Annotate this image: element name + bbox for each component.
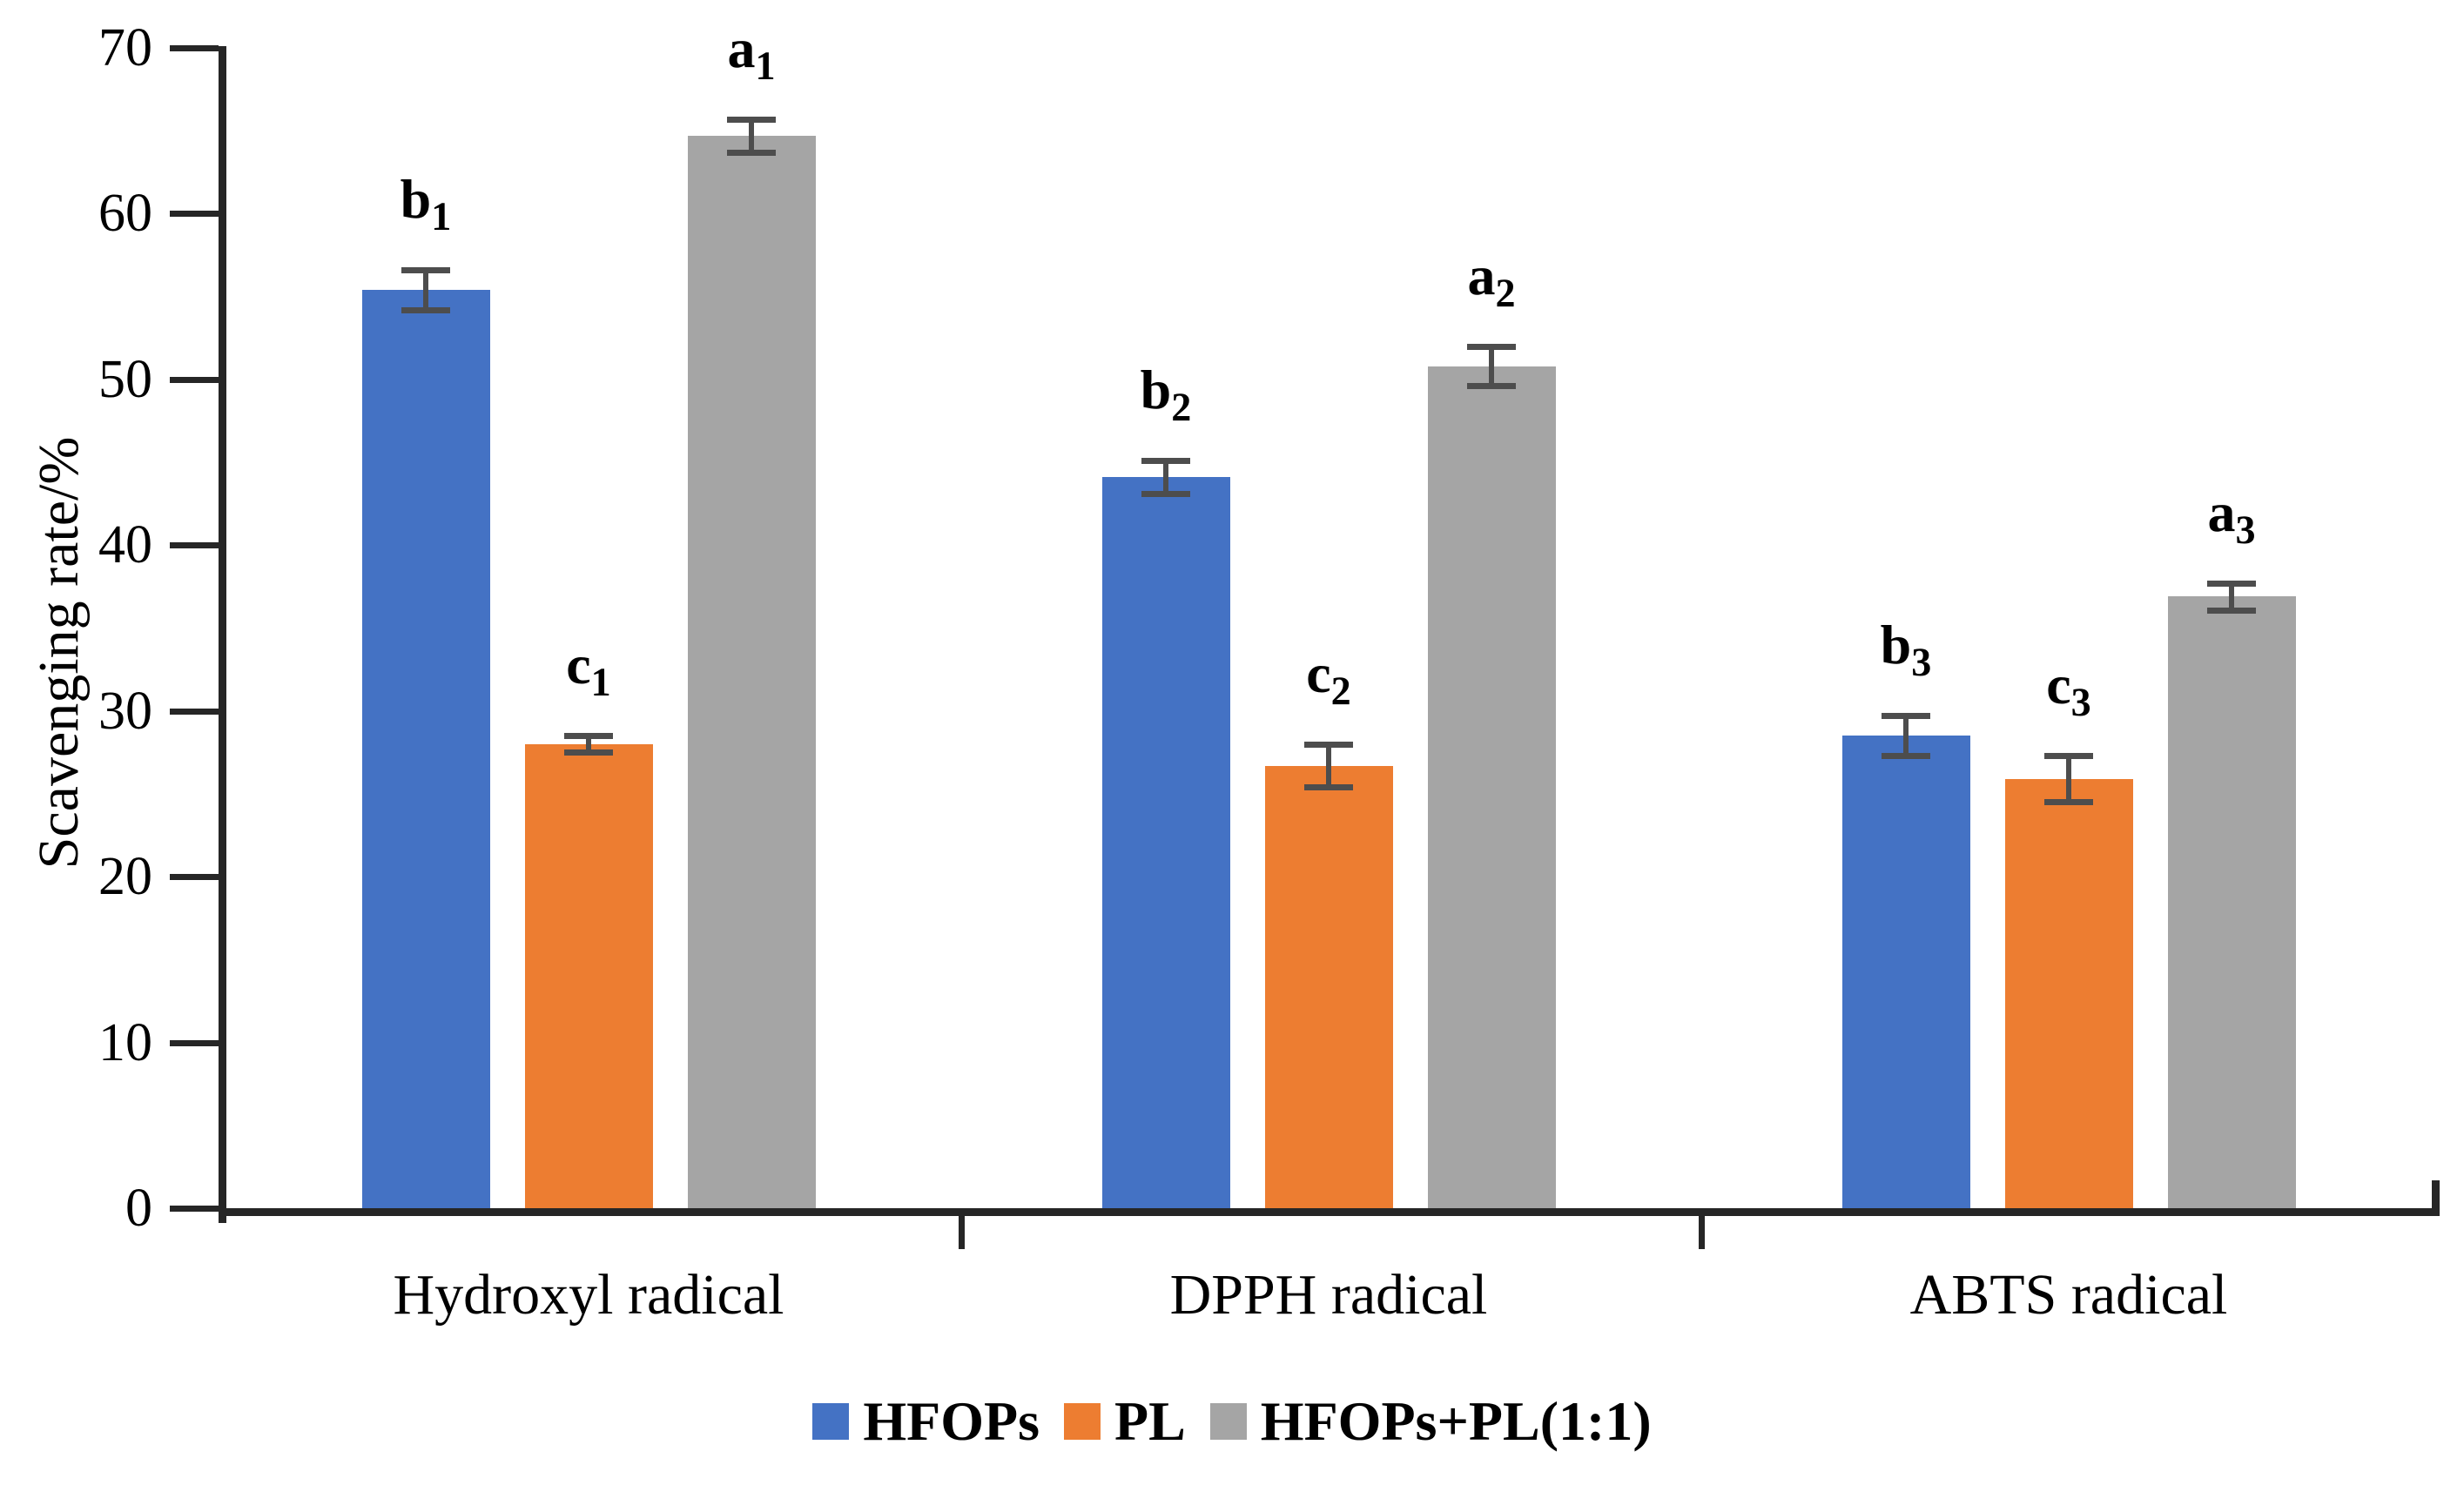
legend-swatch: [1064, 1403, 1101, 1440]
y-tick-label-0: 0: [125, 1179, 152, 1238]
error-cap-bottom: [401, 306, 450, 313]
legend-swatch: [1209, 1403, 1247, 1440]
sig-label-c2: c2: [1306, 642, 1351, 713]
error-cap-top: [1882, 713, 1930, 720]
bar-PL-2: [2004, 778, 2133, 1208]
legend-item-HFOPs+PL(1:1): HFOPs+PL(1:1): [1209, 1389, 1652, 1454]
sig-label-b3: b3: [1880, 614, 1932, 685]
x-category-label: Hydroxyl radical: [393, 1263, 784, 1327]
y-tick-10: [170, 1039, 219, 1046]
error-bar: [1489, 346, 1494, 386]
error-cap-bottom: [2044, 799, 2093, 806]
sig-label-b1: b1: [400, 168, 452, 239]
error-bar: [423, 270, 428, 310]
error-cap-bottom: [1304, 784, 1353, 791]
bar-HFOPs+PL(1:1)-2: [2167, 596, 2296, 1208]
y-tick-70: [170, 44, 219, 51]
legend-label: PL: [1114, 1390, 1186, 1452]
y-tick-label-20: 20: [98, 847, 152, 907]
bar-HFOPs+PL(1:1)-1: [1427, 366, 1556, 1208]
bar-HFOPs-1: [1101, 477, 1230, 1208]
y-tick-60: [170, 211, 219, 218]
y-axis-line: [219, 45, 226, 1223]
bar-HFOPs-2: [1841, 736, 1970, 1208]
legend-item-PL: PL: [1064, 1389, 1186, 1454]
error-cap-top: [1304, 741, 1353, 748]
error-cap-top: [1141, 458, 1190, 465]
error-bar: [749, 118, 754, 152]
error-cap-bottom: [727, 149, 776, 156]
error-cap-bottom: [564, 749, 613, 756]
error-cap-top: [401, 267, 450, 274]
x-category-label: ABTS radical: [1909, 1263, 2228, 1327]
legend: HFOPs PL HFOPs+PL(1:1): [0, 1382, 2464, 1461]
sig-label-a1: a1: [727, 17, 776, 88]
x-category-label: DPPH radical: [1169, 1263, 1488, 1327]
legend-label: HFOPs+PL(1:1): [1260, 1390, 1652, 1452]
error-bar: [1326, 743, 1331, 788]
error-bar: [1163, 460, 1168, 494]
sig-label-c1: c1: [566, 634, 611, 705]
error-cap-top: [2207, 581, 2256, 588]
error-cap-bottom: [2207, 607, 2256, 614]
error-cap-top: [727, 116, 776, 123]
sig-label-a2: a2: [1467, 244, 1516, 315]
legend-item-HFOPs: HFOPs: [812, 1389, 1040, 1454]
y-tick-30: [170, 708, 219, 715]
y-tick-label-40: 40: [98, 515, 152, 575]
y-tick-40: [170, 542, 219, 549]
y-tick-label-10: 10: [98, 1012, 152, 1072]
y-tick-label-30: 30: [98, 681, 152, 741]
y-tick-0: [170, 1206, 219, 1212]
bar-PL-0: [524, 743, 653, 1208]
x-axis-line: [219, 1208, 2440, 1216]
error-cap-top: [1467, 343, 1516, 350]
error-cap-bottom: [1141, 491, 1190, 498]
legend-swatch: [812, 1403, 850, 1440]
sig-label-c3: c3: [2046, 654, 2091, 724]
sig-label-a3: a3: [2207, 481, 2256, 552]
error-cap-bottom: [1882, 753, 1930, 760]
error-bar: [2229, 583, 2234, 610]
y-tick-label-50: 50: [98, 349, 152, 409]
x-axis-end-tick: [2432, 1180, 2440, 1212]
error-cap-bottom: [1467, 383, 1516, 390]
error-bar: [1903, 716, 1909, 756]
y-tick-label-60: 60: [98, 184, 152, 244]
x-tick-separator: [959, 1208, 965, 1249]
error-bar: [586, 736, 591, 753]
error-bar: [2066, 756, 2071, 803]
bar-PL-1: [1264, 765, 1393, 1208]
bar-HFOPs+PL(1:1)-0: [687, 135, 816, 1208]
x-tick-separator: [1699, 1208, 1705, 1249]
y-tick-50: [170, 376, 219, 383]
y-tick-label-70: 70: [98, 17, 152, 77]
legend-label: HFOPs: [863, 1390, 1040, 1452]
error-cap-top: [2044, 753, 2093, 760]
sig-label-b2: b2: [1140, 359, 1192, 429]
error-cap-top: [564, 733, 613, 740]
bar-HFOPs-0: [361, 290, 490, 1208]
y-tick-20: [170, 874, 219, 881]
